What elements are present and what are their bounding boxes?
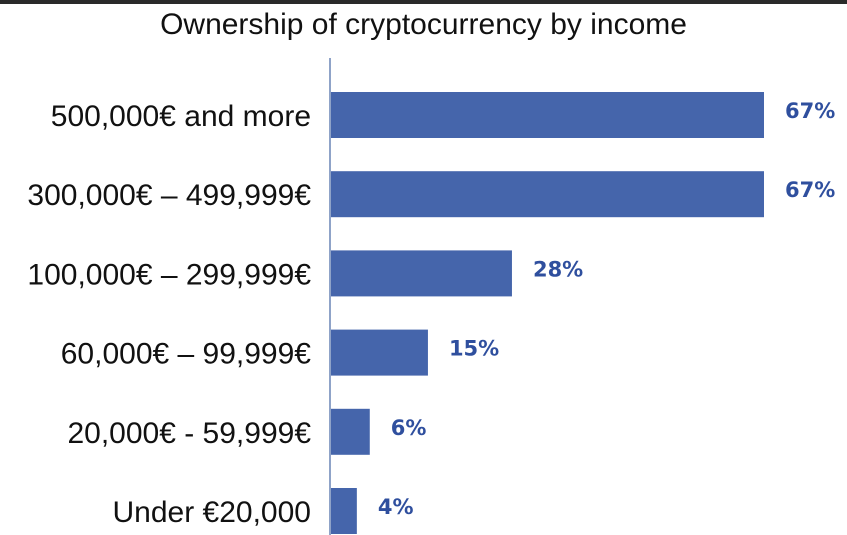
bar — [331, 488, 357, 534]
top-border-strip — [0, 0, 847, 4]
bar — [331, 92, 764, 138]
chart-title: Ownership of cryptocurrency by income — [160, 8, 687, 41]
category-label: 100,000€ – 299,999€ — [27, 258, 311, 291]
data-label: 15% — [449, 337, 499, 361]
bar — [331, 250, 512, 297]
bar — [331, 329, 428, 376]
data-label: 67% — [785, 99, 835, 123]
category-label: 60,000€ – 99,999€ — [61, 338, 312, 371]
data-label: 6% — [391, 416, 427, 440]
category-label: Under €20,000 — [113, 496, 312, 529]
category-label: 20,000€ - 59,999€ — [67, 417, 311, 450]
data-label: 28% — [533, 257, 583, 281]
category-label: 500,000€ and more — [51, 100, 311, 133]
category-label: 300,000€ – 499,999€ — [27, 179, 311, 212]
data-label: 4% — [378, 495, 414, 519]
bar — [331, 408, 370, 455]
data-label: 67% — [785, 178, 835, 202]
bar — [331, 171, 764, 218]
